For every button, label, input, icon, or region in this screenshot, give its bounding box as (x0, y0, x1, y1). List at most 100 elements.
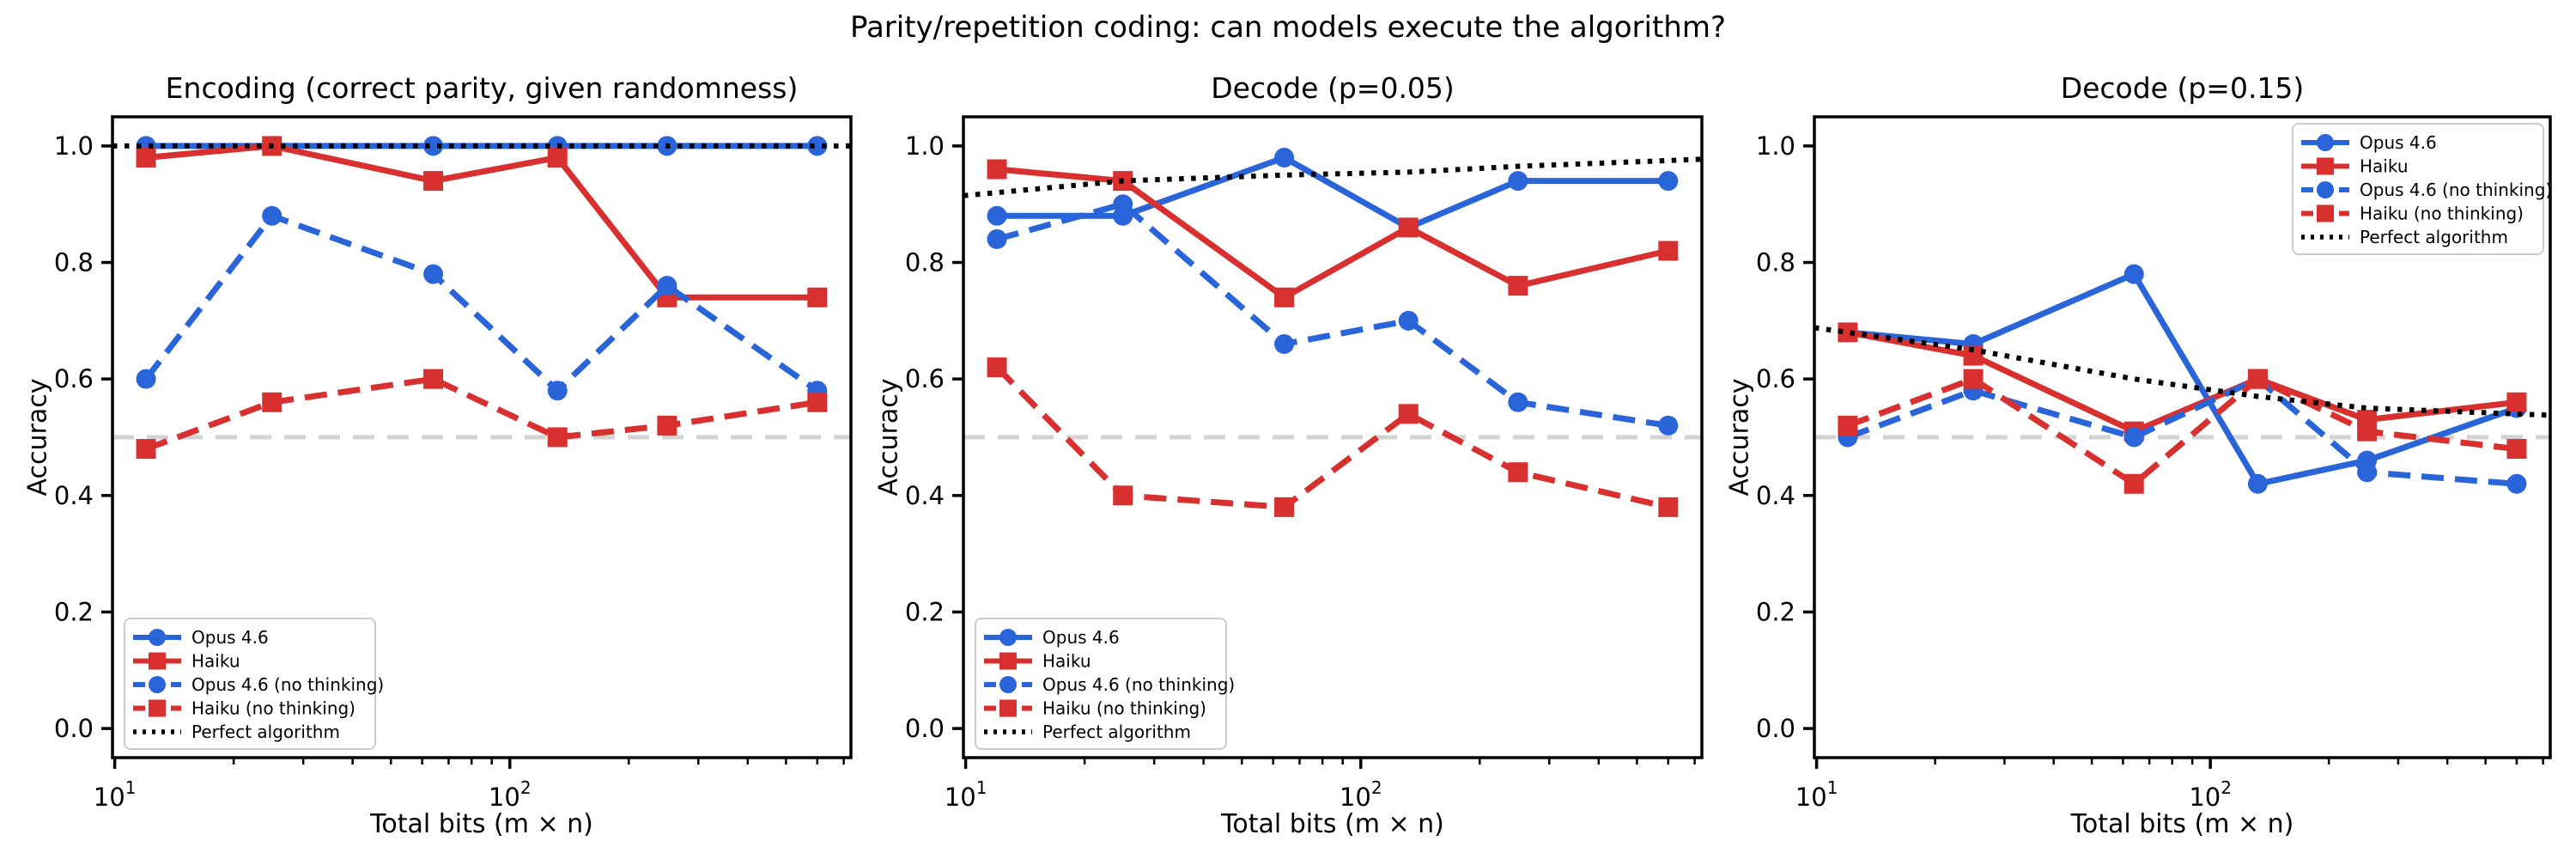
series-line-perfect-algorithm (1814, 325, 2551, 418)
x-tick-label: 102 (1340, 777, 1382, 812)
data-point-opus-4-6-no-thinking (1274, 333, 1295, 354)
legend-label-opus-4-6-no-thinking: Opus 4.6 (no thinking) (1042, 674, 1235, 695)
legend-marker-haiku-no-thinking (149, 699, 166, 717)
data-point-haiku (423, 171, 444, 192)
axes-frame (111, 115, 853, 759)
axes-frame (1813, 115, 2552, 759)
legend-marker-haiku (149, 652, 166, 670)
data-point-haiku-no-thinking (262, 392, 283, 412)
chart-panel-2: 101 102 0.0 0.2 0.4 0.6 0.8 1.0 Opus 4.6 HaikuOpu… (905, 115, 1704, 812)
data-point-haiku-no-thinking (2357, 421, 2378, 442)
series-line-haiku-no-thinking (994, 365, 1669, 510)
legend-label-haiku-no-thinking: Haiku (no thinking) (191, 698, 355, 719)
chart-panel-3: 101 102 0.0 0.2 0.4 0.6 0.8 1.0 Opus 4.6 Haiku Opu… (1756, 115, 2552, 812)
data-point-opus-4-6-no-thinking (547, 381, 568, 401)
series-line-opus-4-6-no-thinking (1846, 375, 2518, 487)
data-point-opus-4-6 (1508, 171, 1528, 192)
data-point-haiku-no-thinking (1838, 415, 1858, 436)
data-point-haiku (807, 287, 828, 308)
y-tick-label: 0.4 (54, 481, 94, 510)
x-tick-label: 102 (2189, 777, 2232, 812)
x-tick-label: 102 (489, 777, 532, 812)
series-line-haiku (996, 166, 1669, 301)
data-point-haiku-no-thinking (1398, 404, 1419, 424)
y-tick-label: 1.0 (905, 131, 945, 161)
data-point-haiku-no-thinking (2123, 473, 2144, 494)
legend-marker-haiku-no-thinking (999, 699, 1017, 717)
legend-label-opus-4-6: Opus 4.6 (1042, 627, 1120, 648)
data-point-opus-4-6-no-thinking (2506, 473, 2527, 494)
legend-box (124, 618, 376, 750)
legend-marker-opus-4-6 (999, 629, 1017, 646)
chart-panel-1: 101 102 0.0 0.2 0.4 0.6 0.8 1.0 Opus 4.6 HaikuOpu… (54, 115, 853, 812)
data-point-haiku (1658, 241, 1679, 261)
y-tick-label: 0.8 (54, 248, 94, 277)
data-point-haiku (1274, 287, 1295, 308)
legend-marker-haiku-no-thinking (2317, 204, 2334, 222)
data-point-opus-4-6-no-thinking (2123, 427, 2144, 448)
y-tick-label: 0.2 (54, 597, 94, 626)
series-line-haiku (145, 143, 817, 301)
data-point-opus-4-6 (1274, 147, 1295, 168)
x-tick-label: 101 (94, 777, 137, 812)
data-point-opus-4-6 (423, 136, 444, 156)
series-line-opus-4-6-no-thinking (996, 201, 1669, 429)
panel-title-decode-p005: Decode (p=0.05) (1211, 71, 1455, 105)
legend-label-opus-4-6: Opus 4.6 (2360, 132, 2437, 153)
data-point-haiku (136, 147, 156, 168)
legend-marker-opus-4-6 (149, 629, 166, 646)
data-point-opus-4-6-no-thinking (423, 264, 444, 284)
data-point-opus-4-6-no-thinking (1113, 194, 1133, 215)
legend-label-opus-4-6-no-thinking: Opus 4.6 (no thinking) (2360, 180, 2552, 200)
figure-suptitle: Parity/repetition coding: can models exe… (849, 10, 1727, 45)
data-point-haiku (1508, 276, 1528, 296)
y-tick-label: 0.8 (1756, 248, 1795, 277)
legend-marker-opus-4-6 (2317, 134, 2334, 151)
data-point-haiku (1838, 322, 1858, 343)
data-point-opus-4-6-no-thinking (262, 205, 283, 226)
data-point-opus-4-6-no-thinking (2357, 462, 2378, 483)
y-tick-label: 0.4 (1756, 481, 1795, 510)
data-point-opus-4-6 (2123, 264, 2144, 284)
data-point-haiku-no-thinking (987, 357, 1007, 378)
legend-marker-opus-4-6-no-thinking (2317, 181, 2334, 198)
y-tick-label: 0.6 (54, 364, 94, 393)
y-tick-label: 0.4 (905, 481, 945, 510)
data-point-haiku-no-thinking (2506, 439, 2527, 460)
y-tick-label: 0.0 (54, 714, 94, 743)
data-point-haiku (1398, 217, 1419, 238)
data-point-opus-4-6 (1658, 171, 1679, 192)
data-point-haiku-no-thinking (1274, 497, 1295, 517)
data-point-opus-4-6 (987, 205, 1007, 226)
data-point-haiku (1963, 345, 1984, 366)
data-point-haiku (2506, 392, 2527, 412)
y-tick-label: 0.6 (1756, 364, 1795, 393)
legend-marker-haiku (2317, 157, 2334, 175)
legend-marker-opus-4-6-no-thinking (999, 676, 1017, 693)
legend-label-opus-4-6-no-thinking: Opus 4.6 (no thinking) (191, 674, 384, 695)
data-point-haiku (547, 147, 568, 168)
x-axis-label-3: Total bits (m × n) (2070, 809, 2294, 839)
data-point-haiku-no-thinking (807, 392, 828, 412)
y-tick-label: 0.0 (905, 714, 945, 743)
y-tick-label: 0.2 (1756, 597, 1795, 626)
data-point-haiku-no-thinking (1658, 497, 1679, 517)
series-line-opus-4-6 (997, 155, 1668, 231)
y-tick-label: 1.0 (54, 131, 94, 161)
data-point-haiku-no-thinking (657, 415, 677, 436)
data-point-haiku-no-thinking (547, 427, 568, 448)
y-tick-label: 1.0 (1756, 131, 1795, 161)
y-tick-label: 0.6 (905, 364, 945, 393)
panel-title-decode-p015: Decode (p=0.15) (2060, 71, 2305, 105)
data-point-haiku-no-thinking (2247, 369, 2268, 389)
data-point-opus-4-6-no-thinking (987, 228, 1007, 249)
legend-label-perfect-algorithm: Perfect algorithm (1042, 722, 1191, 742)
series-line-opus-4-6 (1847, 271, 2518, 487)
data-point-opus-4-6-no-thinking (136, 369, 156, 389)
legend-label-perfect-algorithm: Perfect algorithm (191, 722, 340, 742)
x-axis-label-1: Total bits (m × n) (370, 809, 593, 839)
data-point-opus-4-6-no-thinking (657, 276, 677, 296)
legend-label-haiku: Haiku (191, 651, 240, 672)
